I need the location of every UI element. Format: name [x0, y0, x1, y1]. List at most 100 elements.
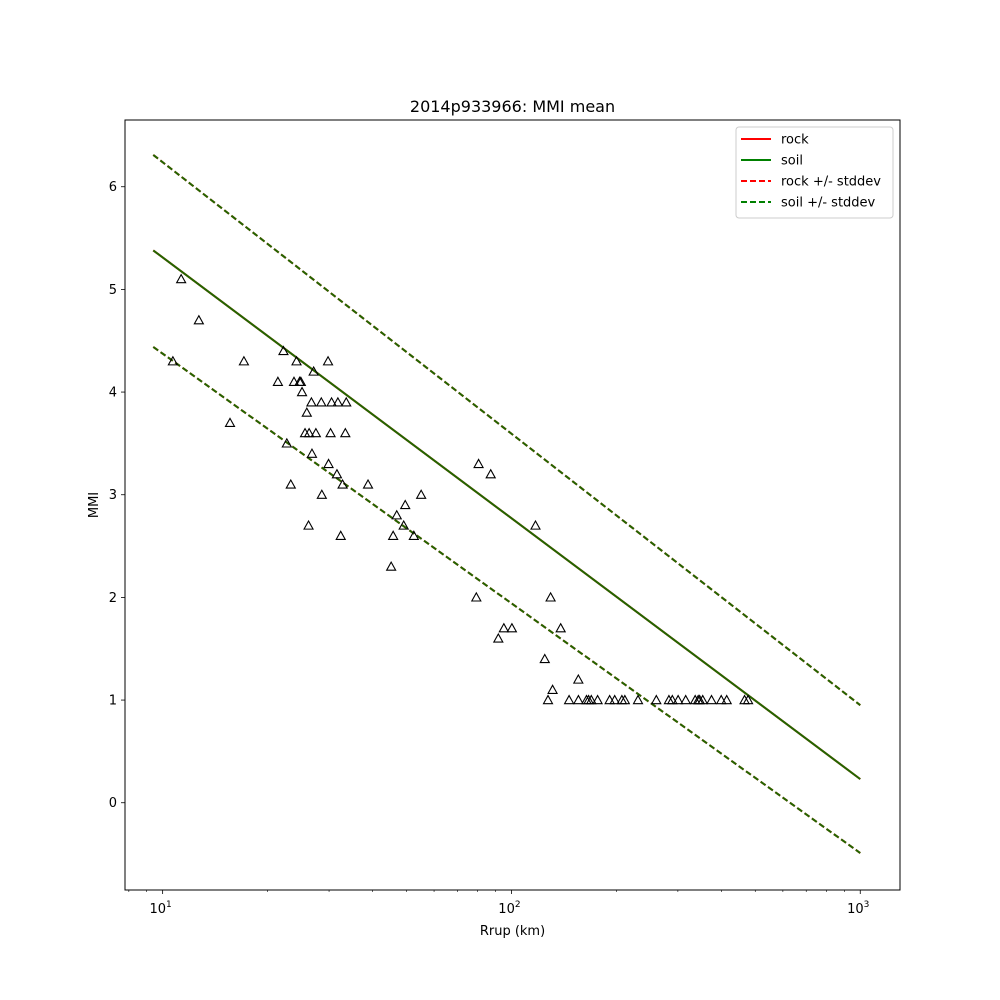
data-point	[315, 396, 327, 407]
data-point	[332, 396, 344, 407]
data-point	[193, 314, 205, 325]
data-point	[175, 273, 187, 284]
data-point	[340, 396, 352, 407]
x-tick-label: 102	[498, 900, 520, 917]
x-axis-label: Rrup (km)	[480, 924, 545, 939]
data-point	[632, 694, 644, 705]
data-point	[470, 591, 482, 602]
legend-label: rock +/- stddev	[781, 175, 881, 190]
data-point	[296, 386, 308, 397]
data-point	[238, 355, 250, 366]
data-point	[331, 468, 343, 479]
y-tick-label: 5	[109, 283, 117, 298]
data-point	[672, 694, 684, 705]
data-point	[697, 694, 709, 705]
data-point	[303, 519, 314, 530]
data-point	[167, 355, 179, 366]
data-point	[650, 694, 662, 705]
data-point	[498, 622, 510, 633]
data-point	[742, 694, 754, 705]
data-point	[387, 530, 399, 540]
data-point	[308, 365, 320, 376]
y-tick-label: 3	[109, 488, 117, 503]
data-point	[415, 489, 427, 499]
x-tick-label-exponent: 1	[166, 900, 172, 910]
data-point	[547, 684, 559, 694]
data-point	[295, 376, 307, 386]
data-point	[398, 519, 410, 530]
data-point	[530, 519, 541, 530]
y-tick-label: 0	[109, 796, 117, 811]
data-point	[337, 478, 349, 489]
legend: rock soil rock +/- stddev soil +/- stddev	[735, 126, 894, 219]
data-point	[322, 355, 334, 366]
data-point	[706, 694, 717, 705]
data-point	[408, 530, 420, 540]
chart-title: 2014p933966: MMI mean	[410, 97, 615, 116]
data-point	[545, 591, 557, 602]
data-point	[572, 694, 584, 705]
y-tick-label: 6	[109, 180, 117, 195]
data-point	[485, 468, 497, 479]
data-point	[585, 694, 597, 705]
data-point	[316, 489, 328, 499]
data-point	[326, 396, 338, 407]
data-point	[303, 427, 315, 438]
data-point	[506, 622, 518, 633]
legend-label: soil	[781, 154, 803, 169]
y-tick-label: 2	[109, 591, 117, 606]
data-point	[281, 437, 293, 448]
x-tick-label: 101	[149, 900, 171, 917]
data-point	[555, 622, 567, 633]
y-tick-label: 4	[109, 386, 117, 401]
y-axis-label: MMI	[87, 492, 102, 518]
data-point	[391, 509, 403, 520]
x-tick-label-base: 10	[847, 902, 864, 917]
data-point	[278, 345, 289, 356]
data-point	[335, 530, 347, 540]
data-point	[563, 694, 575, 705]
data-point	[572, 673, 584, 684]
legend-box	[735, 126, 894, 219]
x-tick-label-base: 10	[498, 902, 515, 917]
data-point	[539, 653, 551, 664]
data-point	[399, 499, 411, 510]
x-tick-label-exponent: 2	[515, 900, 521, 910]
y-tick-label: 1	[109, 694, 117, 709]
soil-stddev-line	[152, 154, 861, 706]
data-point	[473, 458, 485, 469]
data-point	[619, 694, 631, 705]
data-point	[291, 355, 302, 366]
soil-stddev-line	[152, 346, 861, 854]
x-tick-label-exponent: 3	[864, 900, 870, 910]
legend-label: soil +/- stddev	[781, 196, 876, 211]
x-tick-label: 103	[847, 900, 869, 917]
legend-label: rock	[781, 133, 809, 148]
x-tick-label-base: 10	[149, 902, 166, 917]
data-point	[362, 478, 374, 489]
data-point	[680, 694, 692, 705]
data-point	[323, 458, 334, 469]
data-point	[385, 560, 397, 571]
data-point	[272, 376, 284, 386]
data-point	[306, 448, 318, 458]
data-point	[301, 406, 313, 417]
data-point	[285, 478, 297, 489]
data-point	[310, 427, 322, 438]
data-point	[305, 396, 317, 407]
data-point	[592, 694, 604, 705]
data-point	[339, 427, 351, 438]
data-point	[609, 694, 621, 705]
data-point	[492, 632, 504, 643]
soil-line	[152, 249, 861, 780]
data-point	[288, 376, 300, 386]
plot-frame	[124, 119, 901, 891]
data-point	[715, 694, 727, 705]
data-point	[224, 417, 236, 428]
data-point	[325, 427, 337, 438]
data-point	[542, 694, 554, 705]
data-point	[721, 694, 733, 705]
data-point	[666, 694, 678, 705]
